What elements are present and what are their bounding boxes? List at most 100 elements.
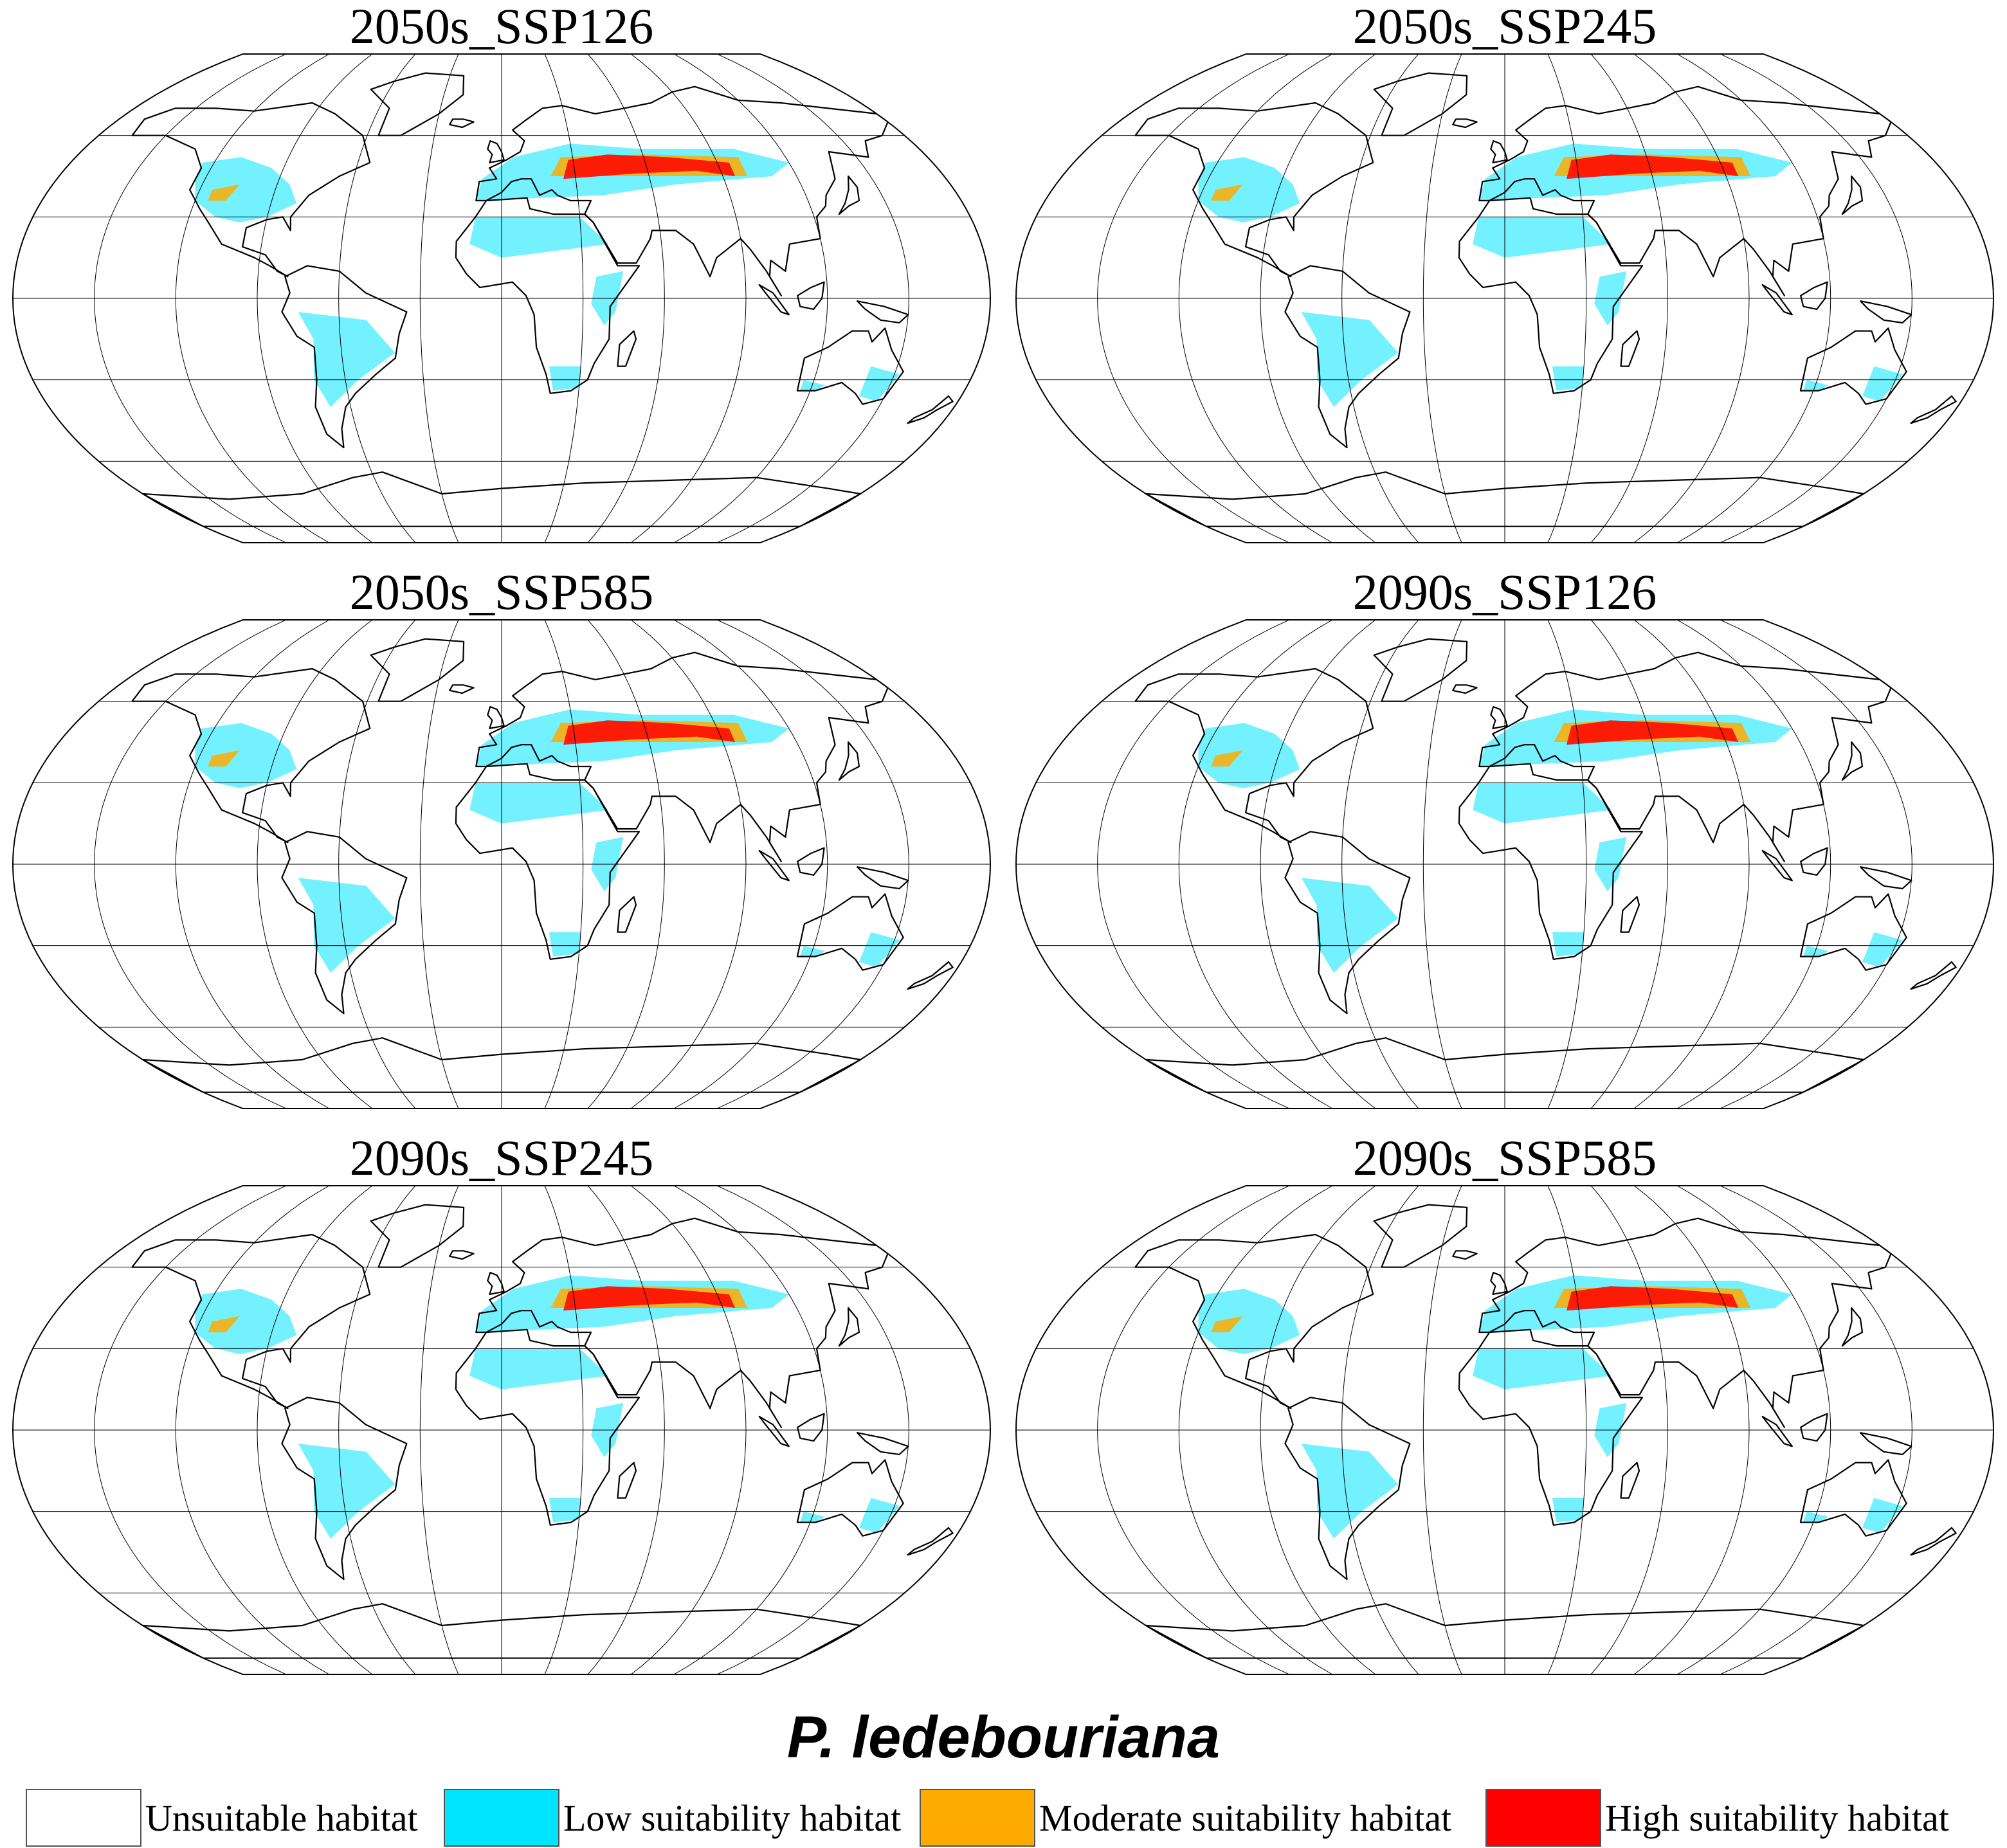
world-map	[12, 53, 992, 543]
low-suitability-region	[469, 217, 608, 258]
coastline-greenland	[1373, 72, 1468, 136]
legend: Unsuitable habitat Low suitability habit…	[26, 1789, 2007, 1848]
coastline-antarctica	[1145, 1037, 1865, 1093]
panel-title: 2090s_SSP245	[349, 1130, 654, 1186]
low-suitability-region	[1301, 1444, 1399, 1539]
map-outline	[12, 53, 992, 543]
moderate-suitability-region	[208, 750, 240, 766]
coastline-australia	[1799, 327, 1907, 405]
coastline-africa	[1458, 763, 1644, 960]
legend-swatch	[26, 1789, 141, 1847]
coastline-japan	[838, 175, 860, 215]
coastline-north-america	[1134, 102, 1374, 278]
low-suitability-region	[1803, 379, 1829, 391]
legend-swatch	[920, 1789, 1035, 1847]
coastline-new-guinea	[1860, 866, 1912, 890]
coastline-antarctica	[141, 1603, 862, 1659]
low-suitability-region	[859, 366, 900, 402]
coastline-new-guinea	[1860, 300, 1912, 324]
coastline-uk	[487, 1272, 505, 1295]
coastline-south-america	[1284, 1397, 1411, 1581]
low-suitability-region	[469, 783, 608, 824]
low-suitability-region	[799, 1511, 826, 1523]
coastline-north-america	[1134, 667, 1374, 844]
high-suitability-region	[1567, 154, 1739, 179]
coastline-japan	[838, 1307, 860, 1347]
map-panel-1: 2050s_SSP126	[0, 0, 1003, 566]
map-layer	[1016, 620, 1993, 1109]
low-suitability-region	[195, 1289, 297, 1354]
legend-swatch	[444, 1789, 559, 1847]
low-suitability-region	[1473, 217, 1612, 258]
coastline-madagascar	[1620, 896, 1640, 933]
world-map	[1015, 619, 1995, 1109]
low-suitability-region	[195, 723, 297, 788]
coastline-south-america	[281, 265, 408, 449]
low-suitability-region	[1862, 366, 1903, 402]
legend-label: High suitability habitat	[1605, 1797, 1949, 1839]
low-suitability-region	[859, 1498, 900, 1534]
coastline-new-guinea	[857, 300, 909, 324]
coastline-new-zealand	[907, 1526, 954, 1556]
low-suitability-region	[1198, 157, 1300, 222]
map-outline	[1015, 53, 1995, 543]
coastline-africa	[1458, 1328, 1644, 1526]
coastline-japan	[1841, 1307, 1864, 1347]
coastline-antarctica	[141, 471, 862, 527]
moderate-suitability-region	[1211, 750, 1243, 766]
low-suitability-region	[1803, 945, 1829, 957]
coastline-south-america	[281, 831, 408, 1015]
coastline-iceland	[1452, 684, 1478, 694]
panel-title: 2090s_SSP585	[1352, 1130, 1657, 1186]
coastline-new-guinea	[857, 866, 909, 890]
coastline-madagascar	[617, 330, 637, 367]
high-suitability-region	[563, 720, 736, 745]
coastline-uk	[1490, 1272, 1508, 1295]
map-layer	[13, 1186, 990, 1674]
low-suitability-region	[1473, 783, 1612, 824]
coastline-sumatra	[758, 284, 790, 316]
map-layer	[1016, 1186, 1993, 1674]
coastline-new-guinea	[857, 1432, 909, 1456]
coastline-iceland	[449, 684, 475, 694]
panel-title: 2050s_SSP585	[349, 564, 654, 620]
coastline-north-america	[1134, 1233, 1374, 1409]
low-suitability-region	[1473, 1348, 1612, 1390]
map-panel-5: 2090s_SSP245	[0, 1130, 1003, 1698]
low-suitability-region	[1803, 1511, 1829, 1523]
map-outline	[12, 619, 992, 1109]
low-suitability-region	[1552, 1498, 1585, 1523]
coastline-greenland	[370, 72, 465, 136]
coastline-uk	[487, 140, 505, 163]
low-suitability-region	[298, 1444, 395, 1539]
moderate-suitability-region	[208, 1316, 240, 1332]
panel-title: 2090s_SSP126	[1352, 564, 1657, 620]
coastline-north-america	[131, 102, 371, 278]
low-suitability-region	[1301, 312, 1399, 407]
map-layer	[1016, 54, 1993, 543]
map-layer	[13, 54, 990, 543]
coastline-new-zealand	[1910, 961, 1957, 990]
low-suitability-region	[799, 379, 826, 391]
coastline-japan	[838, 741, 860, 781]
coastline-iceland	[449, 1250, 475, 1260]
map-panel-4: 2090s_SSP126	[1003, 564, 2006, 1132]
high-suitability-region	[1567, 720, 1739, 745]
coastline-madagascar	[617, 896, 637, 933]
coastline-sumatra	[1761, 849, 1793, 882]
coastline-australia	[1799, 1459, 1907, 1537]
moderate-suitability-region	[1211, 184, 1243, 201]
world-map	[12, 1185, 992, 1675]
low-suitability-region	[1198, 1289, 1300, 1354]
coastline-antarctica	[141, 1037, 862, 1093]
coastline-south-america	[1284, 265, 1411, 449]
low-suitability-region	[298, 878, 395, 973]
low-suitability-region	[549, 932, 581, 957]
coastline-south-america	[1284, 831, 1411, 1015]
coastline-sumatra	[1761, 1415, 1793, 1447]
coastline-new-guinea	[1860, 1432, 1912, 1456]
low-suitability-region	[1198, 723, 1300, 788]
high-suitability-region	[563, 1286, 736, 1311]
low-suitability-region	[1862, 1498, 1903, 1534]
panel-title: 2050s_SSP126	[349, 0, 654, 54]
